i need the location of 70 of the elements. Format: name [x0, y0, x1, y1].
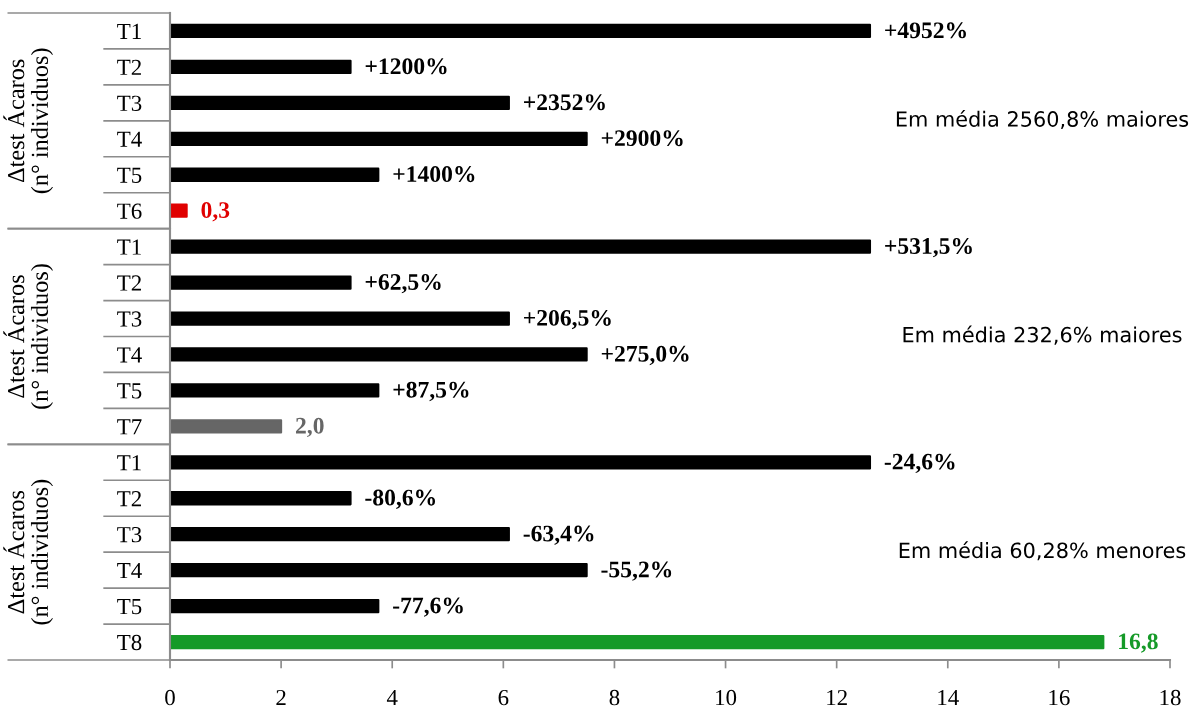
y-tick-label: T3	[117, 526, 142, 543]
data-label: 0,3	[201, 202, 230, 222]
y-tick-label: T1	[117, 23, 141, 39]
y-tick-label: T6	[117, 203, 142, 219]
y-tick-label: T2	[117, 275, 141, 291]
bar	[170, 634, 1105, 650]
bar	[170, 203, 188, 218]
y-tick-label: T5	[117, 167, 142, 183]
x-tick-label: 6	[498, 689, 509, 706]
annotation: -77,6%	[393, 597, 463, 617]
annotation: +4952%	[885, 22, 966, 39]
y-tick-label: T2	[117, 491, 141, 507]
y-tick-label: T4	[117, 563, 142, 579]
bar	[170, 311, 510, 326]
annotation: +62,5%	[365, 273, 441, 294]
bar	[170, 167, 380, 182]
y-tick-label: T5	[117, 383, 142, 399]
x-tick-label: 18	[1160, 689, 1181, 706]
bar	[170, 527, 510, 542]
data-label: 2,0	[295, 417, 324, 438]
annotation: -55,2%	[601, 561, 672, 581]
annotation: +87,5%	[393, 381, 469, 402]
bar	[170, 383, 380, 398]
annotation: +531,5%	[885, 238, 972, 258]
y-tick-label: T1	[117, 455, 141, 471]
y-axis-title: Δtest Ácaros (n° individuos)	[3, 479, 53, 625]
bar	[170, 131, 588, 146]
annotation: +206,5%	[524, 309, 611, 330]
bar	[170, 455, 872, 470]
y-tick-label: T4	[117, 347, 142, 363]
annotation: +1200%	[365, 58, 447, 75]
x-tick-label: 4	[386, 689, 398, 706]
annotation: +1400%	[393, 166, 475, 183]
bar	[170, 491, 352, 506]
annotation: Em média 60,28% menores	[899, 541, 1186, 561]
x-tick-label: 2	[276, 689, 286, 706]
annotation: -24,6%	[884, 453, 955, 474]
data-label: 16,8	[1119, 633, 1158, 653]
y-tick-label: T2	[117, 59, 141, 75]
annotation: -80,6%	[365, 489, 436, 509]
bar	[170, 275, 352, 290]
bar	[170, 419, 283, 434]
y-tick-label: T7	[117, 419, 142, 435]
annotation: Em média 2560,8% maiores	[896, 109, 1189, 129]
y-axis-title: Δtest Ácaros (n° individuos)	[3, 48, 53, 194]
bar	[170, 239, 872, 254]
y-tick-label: T3	[117, 95, 142, 112]
x-tick-label: 16	[1049, 689, 1070, 706]
annotation: Em média 232,6% maiores	[903, 325, 1182, 345]
y-tick-label: T1	[117, 239, 141, 255]
bar	[170, 59, 352, 75]
x-tick-label: 14	[938, 689, 959, 706]
x-tick-label: 12	[827, 689, 847, 706]
y-axis-title: Δtest Ácaros (n° individuos)	[3, 264, 53, 409]
x-tick-label: 0	[165, 689, 175, 706]
annotation: -63,4%	[523, 525, 594, 545]
annotation: +2900%	[601, 130, 683, 147]
y-tick-label: T8	[117, 634, 142, 651]
x-tick-label: 10	[716, 689, 737, 706]
y-tick-label: T4	[117, 131, 142, 147]
bar	[170, 347, 588, 362]
bar	[170, 562, 588, 578]
bar	[170, 23, 872, 39]
x-tick-label: 8	[609, 689, 620, 706]
annotation: +2352%	[524, 94, 605, 111]
y-tick-label: T5	[117, 599, 142, 615]
bar	[170, 598, 380, 614]
bar	[170, 95, 510, 111]
y-tick-label: T3	[117, 311, 142, 327]
annotation: +275,0%	[601, 345, 689, 366]
